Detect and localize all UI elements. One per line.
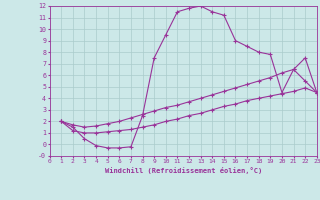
X-axis label: Windchill (Refroidissement éolien,°C): Windchill (Refroidissement éolien,°C) — [105, 167, 262, 174]
